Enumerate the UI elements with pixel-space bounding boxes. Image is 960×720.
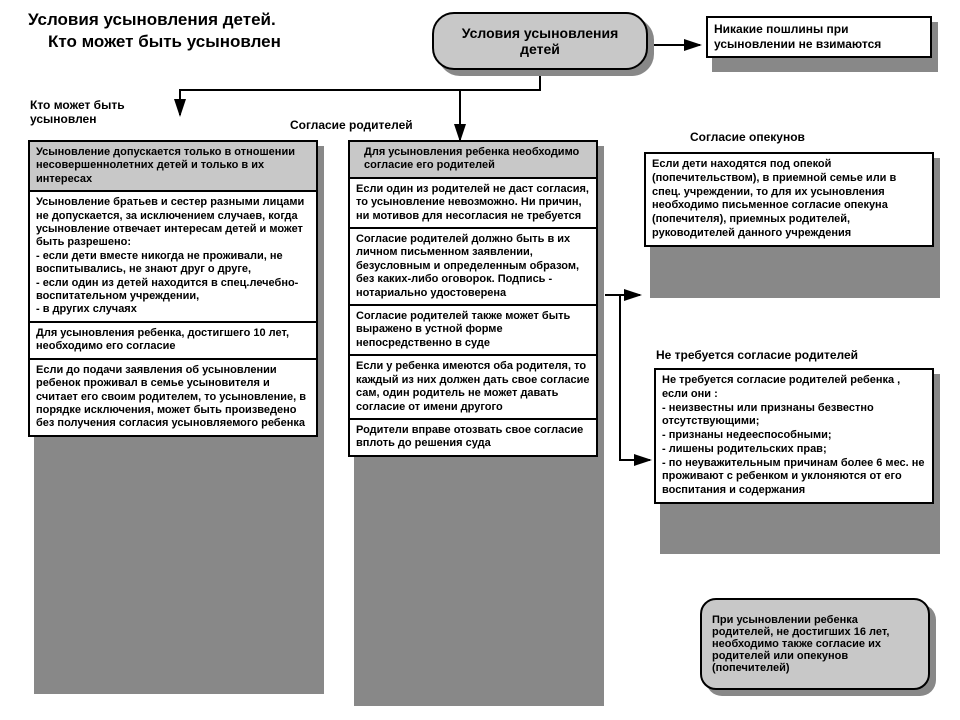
bottom-pill: При усыновлении ребенка родителей, не до… <box>700 598 930 690</box>
col2: Для усыновления ребенка необходимо согла… <box>348 140 598 457</box>
guardians-box: Если дети находятся под опекой (попечите… <box>644 152 934 247</box>
label-guardians: Согласие опекунов <box>690 130 805 144</box>
col2-cell-2: Согласие родителей также может быть выра… <box>350 306 596 356</box>
col1-cell-1: Для усыновления ребенка, достигшего 10 л… <box>30 323 316 360</box>
col1-cell-2: Если до подачи заявления об усыновлении … <box>30 360 316 435</box>
col2-cell-0: Если один из родителей не даст согласия,… <box>350 179 596 229</box>
col2-cell-3: Если у ребенка имеются оба родителя, то … <box>350 356 596 420</box>
top-pill: Условия усыновления детей <box>432 12 648 70</box>
col1-header: Усыновление допускается только в отношен… <box>30 142 316 192</box>
page-title-line2: Кто может быть усыновлен <box>48 32 281 52</box>
col1: Усыновление допускается только в отношен… <box>28 140 318 437</box>
no-consent-box: Не требуется согласие родителей ребенка … <box>654 368 934 504</box>
label-col1: Кто может быть усыновлен <box>30 98 180 126</box>
col2-cell-4: Родители вправе отозвать свое согласие в… <box>350 420 596 455</box>
top-right-box: Никакие пошлины при усыновлении не взима… <box>706 16 932 58</box>
label-no-consent: Не требуется согласие родителей <box>656 348 858 362</box>
label-col2: Согласие родителей <box>290 118 413 132</box>
col2-header: Для усыновления ребенка необходимо согла… <box>350 142 596 179</box>
page-title-line1: Условия усыновления детей. <box>28 10 276 30</box>
col1-cell-0: Усыновление братьев и сестер разными лиц… <box>30 192 316 323</box>
col2-cell-1: Согласие родителей должно быть в их личн… <box>350 229 596 306</box>
